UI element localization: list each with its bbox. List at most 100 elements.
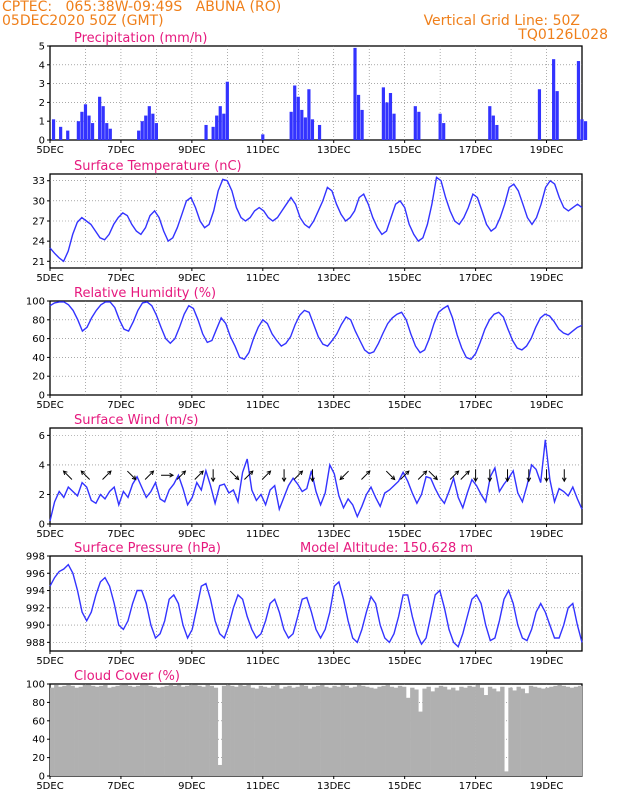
cloud-cover-bar [381, 685, 386, 776]
panel-6-ytick-label: 40 [32, 735, 45, 746]
precip-bar [151, 113, 155, 140]
wind-arrow [176, 470, 186, 480]
cloud-cover-bar [250, 687, 255, 776]
panel-5-xtick-label: 11DEC [246, 656, 280, 667]
panel-5-ytick-label: 994 [26, 586, 45, 597]
cloud-cover-bar [148, 685, 153, 776]
panel-4-xtick-label: 19DEC [530, 529, 564, 540]
panel-3-xtick-label: 17DEC [459, 400, 493, 411]
cloud-cover-bar [299, 684, 305, 776]
cloud-cover-bar [311, 686, 317, 776]
cloud-cover-bar [406, 697, 411, 776]
cloud-cover-bar [307, 688, 313, 776]
cloud-cover-bar [369, 687, 374, 776]
wind-arrow [400, 470, 410, 480]
cloud-cover-bar [328, 687, 333, 776]
panel-6-title: Cloud Cover (%) [74, 669, 180, 684]
header-run-time: 05DEC2020 50Z (GMT) [2, 13, 164, 29]
panel-3-ytick-label: 0 [39, 391, 45, 402]
cloud-cover-bar [115, 685, 120, 776]
cloud-cover-bar [487, 686, 493, 776]
cloud-cover-bar [561, 685, 566, 776]
cloud-cover-bar [168, 684, 174, 776]
cloud-cover-bar [205, 684, 210, 776]
panel-1-xtick-label: 11DEC [246, 145, 280, 156]
panel-3-series-line [49, 301, 583, 361]
cloud-cover-bar [86, 684, 92, 776]
cloud-cover-bar [434, 687, 440, 776]
precip-bar [388, 93, 393, 140]
cloud-cover-bar [160, 686, 165, 776]
panel-2-ytick-label: 30 [32, 196, 45, 207]
panel-3-xtick-label: 13DEC [317, 400, 351, 411]
panel-4-xtick-label: 15DEC [388, 529, 422, 540]
cloud-cover-bar [569, 687, 575, 776]
cloud-cover-bar [377, 686, 382, 776]
panel-1-xtick-label: 13DEC [317, 145, 351, 156]
panel-3-ytick-label: 40 [32, 353, 45, 364]
precip-bar [144, 115, 148, 140]
precip-bar [442, 123, 446, 140]
panel-3-xtick-label: 9DEC [178, 400, 205, 411]
cloud-cover-bar [455, 690, 460, 776]
cloud-cover-bar [144, 684, 149, 776]
panel-2-xtick-label: 7DEC [107, 273, 134, 284]
precip-bar [303, 117, 307, 140]
panel-6-ytick-label: 100 [26, 680, 45, 691]
cloud-cover-bar [373, 688, 378, 776]
cloud-cover-bar [332, 685, 337, 776]
cloud-cover-bar [131, 686, 137, 776]
panel-6-xtick-label: 9DEC [178, 781, 205, 792]
cloud-cover-bar [270, 685, 276, 776]
precip-bar [140, 121, 144, 140]
panel-1-frame [49, 45, 583, 141]
cloud-cover-bar [352, 686, 358, 776]
panel-6-ytick-label: 60 [32, 716, 45, 727]
panel-2-xtick-label: 9DEC [178, 273, 205, 284]
panel-4-xtick-label: 17DEC [459, 529, 493, 540]
wind-arrow-head [266, 470, 272, 476]
cloud-cover-bar [528, 685, 534, 776]
cloud-cover-bar [348, 687, 354, 776]
cloud-cover-bar [422, 688, 427, 776]
wind-arrow-head [433, 475, 438, 481]
cloud-cover-bar [479, 687, 485, 776]
precip-bar [488, 106, 492, 140]
wind-arrow [361, 470, 371, 480]
wind-arrow-head [131, 475, 137, 481]
cloud-cover-bar [520, 688, 526, 776]
precip-bar [222, 113, 226, 140]
precip-bar [300, 109, 304, 140]
cloud-cover-bar [303, 685, 309, 776]
panel-3-ytick-label: 80 [32, 315, 45, 326]
precip-bar [495, 124, 499, 140]
cloud-cover-bar [90, 685, 96, 776]
panel-2-ytick-label: 33 [32, 176, 45, 187]
precip-bar [83, 104, 88, 140]
wind-arrow-head [544, 477, 549, 483]
panel-4-frame [49, 427, 583, 525]
precip-bar [360, 109, 364, 140]
precip-bar [105, 123, 109, 140]
wind-arrow-head [169, 472, 175, 478]
precip-bar [137, 130, 141, 140]
wind-arrow-head [310, 477, 315, 483]
cloud-cover-bar [504, 771, 509, 776]
panel-5-series-line [49, 563, 583, 648]
cloud-cover-bar [258, 685, 264, 776]
panel-5-ytick-label: 998 [26, 552, 45, 563]
wind-arrow-head [404, 470, 410, 476]
cloud-cover-bar [385, 684, 390, 776]
precip-bar [555, 91, 559, 140]
cloud-cover-bar [164, 685, 169, 776]
wind-arrow-head [487, 477, 493, 483]
panel-5-ytick-label: 988 [26, 638, 45, 649]
cloud-cover-bar [393, 687, 399, 776]
panel-1-xtick-label: 17DEC [459, 145, 493, 156]
cloud-cover-bar [172, 685, 178, 776]
panel-6-xtick-label: 19DEC [530, 781, 564, 792]
cloud-cover-bar [78, 686, 84, 776]
panel-6-xtick-label: 11DEC [246, 781, 280, 792]
cloud-cover-bar [467, 685, 472, 776]
panel-4-xtick-label: 9DEC [178, 529, 205, 540]
